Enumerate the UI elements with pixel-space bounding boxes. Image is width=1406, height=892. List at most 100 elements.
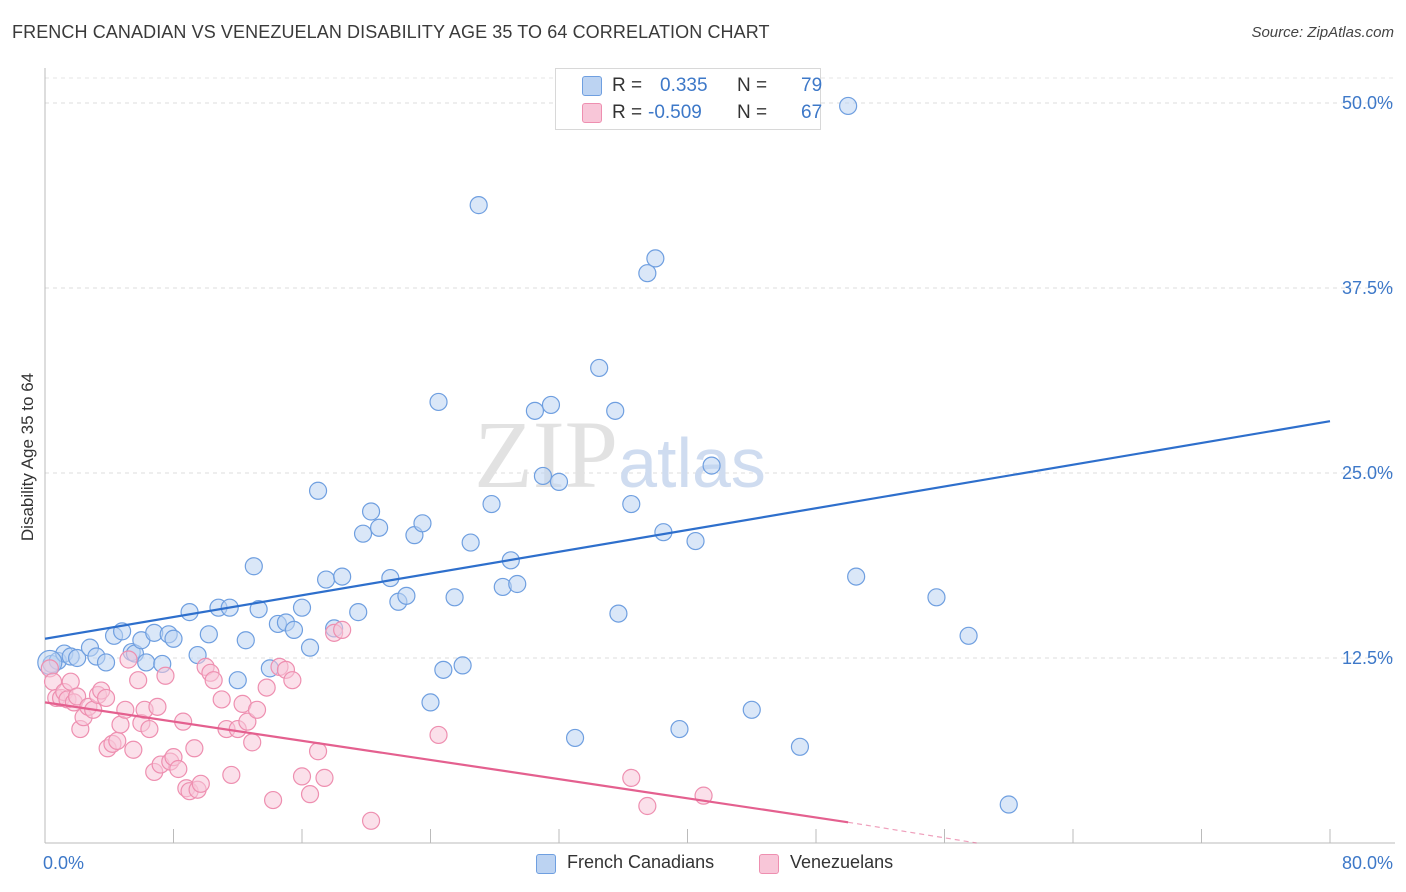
data-point xyxy=(236,631,255,650)
data-point xyxy=(381,568,400,588)
data-point xyxy=(927,588,946,607)
data-point xyxy=(999,795,1018,814)
data-point xyxy=(212,690,231,709)
data-point xyxy=(119,650,138,669)
data-point xyxy=(292,598,312,617)
data-point xyxy=(533,466,553,486)
data-point xyxy=(429,725,448,745)
data-point xyxy=(370,518,389,537)
data-point xyxy=(284,620,304,639)
legend-n-label: N = xyxy=(737,102,768,123)
data-point xyxy=(508,574,527,594)
trend-line xyxy=(44,701,849,824)
x-tick-label: 0.0% xyxy=(43,853,84,873)
data-point xyxy=(590,358,609,378)
data-point xyxy=(169,759,188,779)
axes xyxy=(44,68,1395,844)
data-point xyxy=(185,739,204,758)
data-point xyxy=(156,666,175,685)
data-point xyxy=(300,785,320,804)
source-credit: Source: ZipAtlas.com xyxy=(1251,24,1394,41)
data-point xyxy=(140,719,159,739)
data-point xyxy=(228,671,247,690)
data-point xyxy=(413,514,432,533)
data-point xyxy=(742,700,761,719)
data-point xyxy=(124,740,143,759)
x-tick-label: 80.0% xyxy=(1342,853,1393,873)
data-point xyxy=(702,456,721,475)
data-point xyxy=(247,700,267,719)
data-point xyxy=(333,567,352,586)
data-point xyxy=(263,790,283,810)
data-point xyxy=(638,796,657,816)
legend-label: French Canadians xyxy=(567,852,715,872)
data-point xyxy=(244,557,263,576)
data-point xyxy=(283,671,302,690)
data-point xyxy=(68,687,87,706)
y-tick-label: 37.5% xyxy=(1342,278,1393,298)
data-point xyxy=(541,395,561,415)
legend-swatch-pink xyxy=(582,103,602,123)
series-venezuelans xyxy=(40,620,713,830)
trend-line xyxy=(44,420,1331,640)
watermark: ZIPatlas xyxy=(474,401,766,508)
data-point xyxy=(300,638,320,657)
data-point xyxy=(222,765,241,785)
data-point xyxy=(292,767,312,786)
data-point xyxy=(638,264,657,283)
data-point xyxy=(549,472,569,491)
x-tick-labels: 0.0% 80.0% xyxy=(43,853,1393,873)
legend-r-label: R = xyxy=(612,102,643,123)
data-point xyxy=(257,678,276,697)
data-point xyxy=(609,604,628,623)
data-point xyxy=(353,524,373,543)
data-point xyxy=(482,494,501,514)
data-point xyxy=(622,768,641,787)
y-tick-label: 50.0% xyxy=(1342,93,1393,113)
y-tick-label: 12.5% xyxy=(1342,648,1393,668)
legend-swatch-pink xyxy=(759,854,779,874)
data-point xyxy=(847,567,866,586)
data-point xyxy=(361,502,381,521)
data-point xyxy=(397,586,416,605)
legend-n-value: 67 xyxy=(801,102,823,123)
data-point xyxy=(238,712,257,731)
legend-n-label: N = xyxy=(737,75,768,96)
chart-title: FRENCH CANADIAN VS VENEZUELAN DISABILITY… xyxy=(12,22,770,42)
data-point xyxy=(622,494,641,514)
data-point xyxy=(308,481,328,500)
data-point xyxy=(421,693,440,712)
legend-swatch-blue xyxy=(582,76,602,96)
data-point xyxy=(453,656,472,675)
data-point xyxy=(316,570,336,589)
trend-lines xyxy=(44,420,1331,844)
data-point xyxy=(137,653,156,672)
legend-r-label: R = xyxy=(612,75,643,96)
data-point xyxy=(429,392,448,412)
data-point xyxy=(445,588,464,607)
data-point xyxy=(670,719,689,739)
data-point xyxy=(180,603,199,622)
data-point xyxy=(308,742,328,761)
data-point xyxy=(839,96,858,116)
data-point xyxy=(333,620,352,639)
data-point xyxy=(361,811,381,830)
y-tick-label: 25.0% xyxy=(1342,463,1393,483)
data-point xyxy=(646,249,665,268)
data-point xyxy=(790,737,810,756)
data-point xyxy=(434,660,453,679)
data-point xyxy=(164,629,183,648)
data-point xyxy=(469,196,488,215)
data-point xyxy=(315,768,334,787)
data-point xyxy=(525,401,545,420)
legend-n-value: 79 xyxy=(801,75,823,96)
data-point xyxy=(148,697,167,716)
data-point xyxy=(191,774,210,793)
data-point xyxy=(243,733,262,752)
data-point xyxy=(199,625,218,644)
data-point xyxy=(606,401,625,420)
data-point xyxy=(68,648,87,668)
trend-line-extension xyxy=(848,821,977,844)
data-point xyxy=(686,531,705,551)
